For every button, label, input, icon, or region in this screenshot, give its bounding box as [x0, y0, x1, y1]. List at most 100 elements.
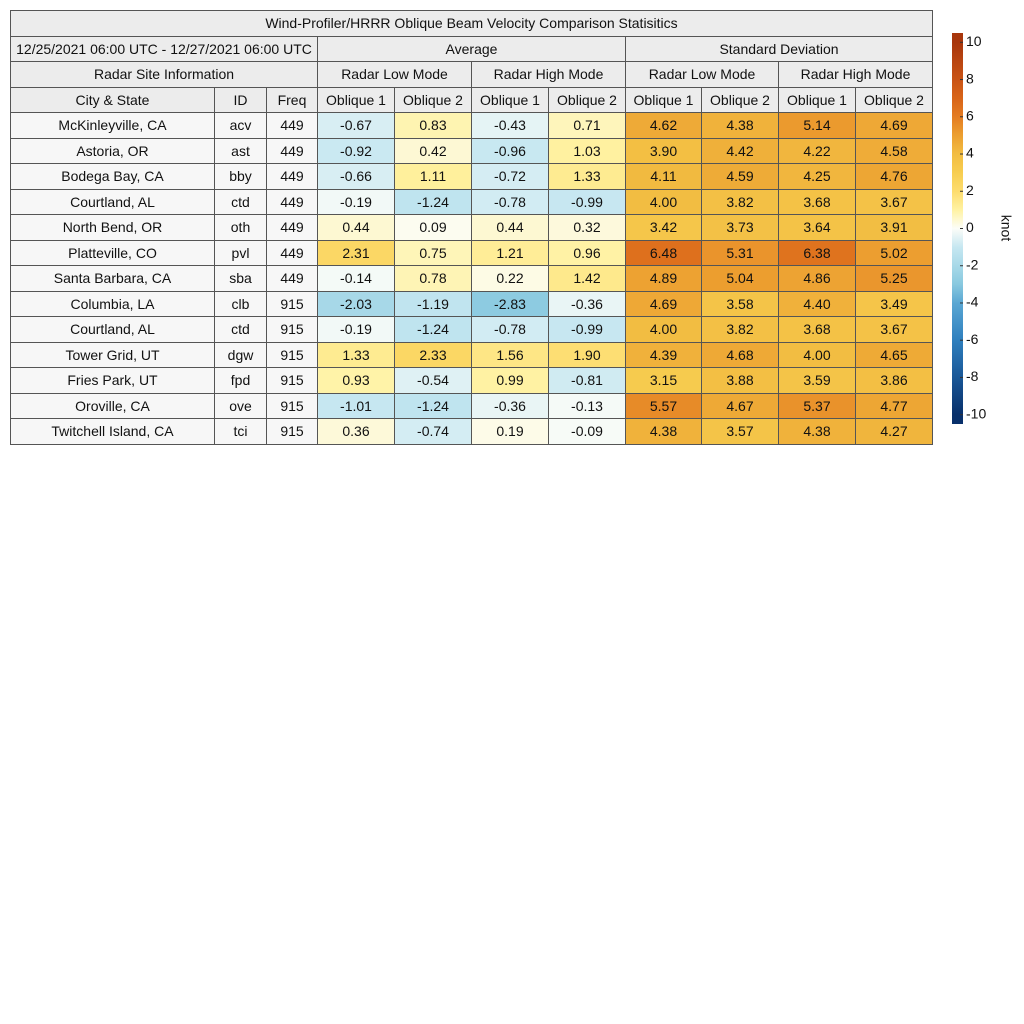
table-row: Columbia, LA clb 915 -2.03 -1.19 -2.83 -0.36 4.… — [10, 290, 933, 317]
column-header: Oblique 2 — [394, 86, 472, 113]
value-cell: -0.14 — [317, 265, 395, 292]
value-cell: 4.65 — [855, 341, 933, 368]
table-row: Oroville, CA ove 915 -1.01 -1.24 -0.36 -0.13 5.… — [10, 392, 933, 419]
site-header: Radar Site Information — [10, 61, 318, 88]
value-cell: 0.32 — [548, 214, 626, 241]
value-cell: 1.33 — [317, 341, 395, 368]
value-cell: 0.19 — [471, 418, 549, 445]
value-cell: 4.76 — [855, 163, 933, 190]
value-cell: 0.83 — [394, 112, 472, 139]
city-cell: Courtland, AL — [10, 316, 215, 343]
value-cell: 4.58 — [855, 137, 933, 164]
table-row: North Bend, OR oth 449 0.44 0.09 0.44 0.32 3.42… — [10, 214, 933, 241]
value-cell: 0.09 — [394, 214, 472, 241]
value-cell: -0.43 — [471, 112, 549, 139]
city-cell: Platteville, CO — [10, 239, 215, 266]
value-cell: 4.67 — [701, 392, 779, 419]
city-cell: McKinleyville, CA — [10, 112, 215, 139]
value-cell: 0.42 — [394, 137, 472, 164]
value-cell: -2.83 — [471, 290, 549, 317]
mode-header: Radar High Mode — [471, 61, 626, 88]
column-header: Oblique 1 — [471, 86, 549, 113]
value-cell: -1.19 — [394, 290, 472, 317]
id-cell: pvl — [214, 239, 267, 266]
value-cell: 2.31 — [317, 239, 395, 266]
value-cell: 5.25 — [855, 265, 933, 292]
city-cell: Astoria, OR — [10, 137, 215, 164]
value-cell: -0.67 — [317, 112, 395, 139]
value-cell: 5.31 — [701, 239, 779, 266]
value-cell: 4.11 — [625, 163, 702, 190]
value-cell: 4.69 — [855, 112, 933, 139]
mode-header: Radar High Mode — [778, 61, 933, 88]
value-cell: 3.42 — [625, 214, 702, 241]
value-cell: 1.33 — [548, 163, 626, 190]
value-cell: -0.36 — [548, 290, 626, 317]
value-cell: 3.64 — [778, 214, 856, 241]
freq-cell: 449 — [266, 239, 318, 266]
value-cell: 3.67 — [855, 188, 933, 215]
value-cell: 4.40 — [778, 290, 856, 317]
city-cell: North Bend, OR — [10, 214, 215, 241]
table-row: Radar Site Information Radar Low Mode Rada… — [10, 61, 933, 88]
value-cell: -0.74 — [394, 418, 472, 445]
value-cell: 0.22 — [471, 265, 549, 292]
value-cell: 4.38 — [625, 418, 702, 445]
id-cell: bby — [214, 163, 267, 190]
column-header: Oblique 2 — [701, 86, 779, 113]
freq-cell: 449 — [266, 137, 318, 164]
value-cell: 1.21 — [471, 239, 549, 266]
value-cell: -1.24 — [394, 392, 472, 419]
column-header: Oblique 2 — [855, 86, 933, 113]
id-cell: clb — [214, 290, 267, 317]
value-cell: -0.36 — [471, 392, 549, 419]
value-cell: -0.13 — [548, 392, 626, 419]
city-cell: Tower Grid, UT — [10, 341, 215, 368]
value-cell: -0.99 — [548, 188, 626, 215]
column-header: ID — [214, 86, 267, 113]
value-cell: 3.82 — [701, 188, 779, 215]
value-cell: 6.38 — [778, 239, 856, 266]
value-cell: -0.99 — [548, 316, 626, 343]
value-cell: -0.78 — [471, 316, 549, 343]
mode-header: Radar Low Mode — [317, 61, 472, 88]
freq-cell: 449 — [266, 265, 318, 292]
value-cell: 3.82 — [701, 316, 779, 343]
value-cell: 3.73 — [701, 214, 779, 241]
id-cell: acv — [214, 112, 267, 139]
id-cell: tci — [214, 418, 267, 445]
value-cell: 2.33 — [394, 341, 472, 368]
city-cell: Courtland, AL — [10, 188, 215, 215]
colorbar-tick-label: -10 — [966, 405, 986, 421]
city-cell: Bodega Bay, CA — [10, 163, 215, 190]
value-cell: 4.38 — [701, 112, 779, 139]
value-cell: 6.48 — [625, 239, 702, 266]
city-cell: Twitchell Island, CA — [10, 418, 215, 445]
freq-cell: 915 — [266, 367, 318, 394]
id-cell: ctd — [214, 188, 267, 215]
id-cell: sba — [214, 265, 267, 292]
id-cell: ast — [214, 137, 267, 164]
table-row: Fries Park, UT fpd 915 0.93 -0.54 0.99 -0.81 3.… — [10, 367, 933, 394]
id-cell: fpd — [214, 367, 267, 394]
city-cell: Fries Park, UT — [10, 367, 215, 394]
table-row: City & State ID Freq Oblique 1 Oblique 2 Obli… — [10, 86, 933, 113]
value-cell: 3.90 — [625, 137, 702, 164]
table-row: Santa Barbara, CA sba 449 -0.14 0.78 0.22 1.42… — [10, 265, 933, 292]
value-cell: 4.42 — [701, 137, 779, 164]
value-cell: 4.00 — [625, 188, 702, 215]
colorbar-tick-label: 6 — [966, 107, 974, 123]
freq-cell: 449 — [266, 112, 318, 139]
freq-cell: 449 — [266, 188, 318, 215]
colorbar-label: knot — [998, 215, 1014, 242]
table-row: Platteville, CO pvl 449 2.31 0.75 1.21 0.96 6.4… — [10, 239, 933, 266]
colorbar-tick-label: 2 — [966, 182, 974, 198]
value-cell: 0.44 — [317, 214, 395, 241]
group-header: Standard Deviation — [625, 35, 933, 62]
value-cell: 3.91 — [855, 214, 933, 241]
freq-cell: 449 — [266, 163, 318, 190]
value-cell: -0.09 — [548, 418, 626, 445]
value-cell: 3.15 — [625, 367, 702, 394]
freq-cell: 915 — [266, 290, 318, 317]
value-cell: 4.86 — [778, 265, 856, 292]
